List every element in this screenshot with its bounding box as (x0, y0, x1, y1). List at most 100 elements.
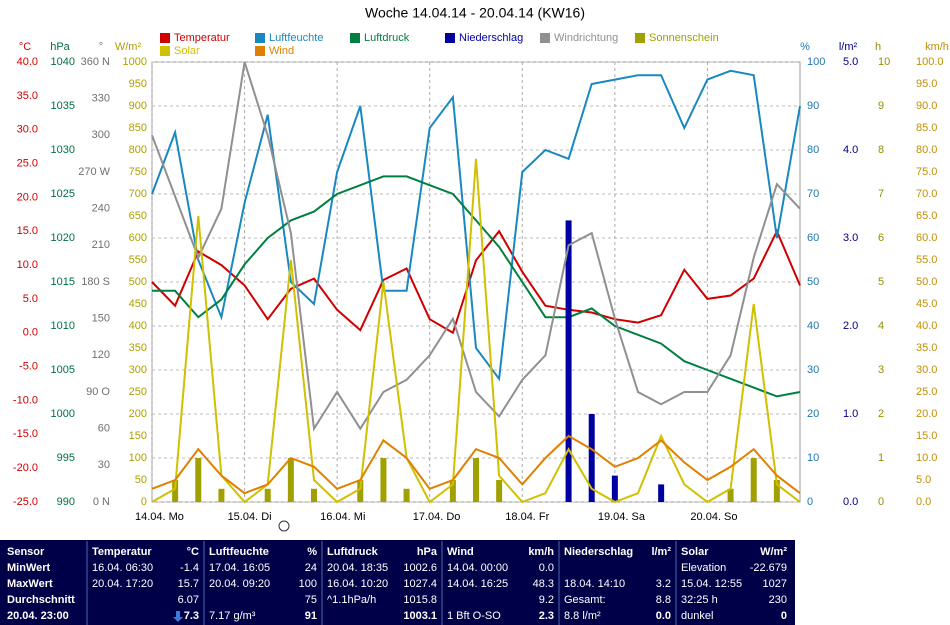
table-cell: 230 (769, 594, 787, 606)
bar (588, 414, 595, 502)
y-tick-label: 150 (129, 430, 147, 442)
y-tick-label: 650 (129, 210, 147, 222)
y-tick-label: 1035 (51, 100, 75, 112)
table-cell: 17.04. 16:05 (209, 562, 270, 574)
line (151, 61, 801, 432)
y-tick-label: 25.0 (916, 386, 937, 398)
table-cell: 14.04. 00:00 (447, 562, 508, 574)
y-tick-label: 100 (129, 452, 147, 464)
column-title: Wind (447, 546, 474, 558)
y-tick-label: 20 (807, 408, 819, 420)
y-tick-label: 250 (129, 386, 147, 398)
column-unit: km/h (528, 546, 554, 558)
y-tick-label: 10.0 (916, 452, 937, 464)
y-tick-label: 300 (129, 364, 147, 376)
y-tick-label: 15.0 (916, 430, 937, 442)
y-tick-label: 60.0 (916, 232, 937, 244)
legend-label: Wind (269, 45, 294, 57)
x-tick-label: 18.04. Fr (505, 511, 549, 523)
y-tick-label: 1015 (51, 276, 75, 288)
x-tick-label: 19.04. Sa (598, 511, 646, 523)
y-tick-label: 30.0 (916, 364, 937, 376)
bar (403, 488, 410, 502)
y-tick-label: 3.0 (843, 232, 858, 244)
axis-title: % (800, 41, 810, 53)
y-tick-label: 120 (92, 349, 110, 361)
y-tick-label: 900 (129, 100, 147, 112)
y-tick-label: 0.0 (916, 496, 931, 508)
bar (773, 480, 780, 502)
y-tick-label: 80 (807, 144, 819, 156)
table-cell: 15.7 (178, 578, 199, 590)
table-cell: 16.04. 10:20 (327, 578, 388, 590)
x-tick-label: 17.04. Do (413, 511, 461, 523)
y-tick-label: 180 S (81, 276, 110, 288)
line (151, 228, 801, 335)
table-cell: 48.3 (533, 578, 554, 590)
table-cell: 2.3 (539, 610, 554, 622)
line (151, 434, 801, 495)
table-cell: 20.04. 09:20 (209, 578, 270, 590)
y-tick-label: 270 W (78, 166, 110, 178)
y-tick-label: 50.0 (916, 276, 937, 288)
y-tick-label: 75.0 (916, 166, 937, 178)
table-cell: 91 (305, 610, 317, 622)
y-tick-label: 0 N (93, 496, 110, 508)
y-tick-label: 4.0 (843, 144, 858, 156)
legend-swatch (255, 46, 265, 56)
column-unit: °C (187, 546, 199, 558)
column-unit: W/m² (760, 546, 787, 558)
legend-label: Temperatur (174, 32, 230, 44)
legend-swatch (635, 33, 645, 43)
y-tick-label: 10.0 (17, 259, 38, 271)
column-unit: % (307, 546, 317, 558)
axis-title: l/m² (839, 41, 858, 53)
table-cell: 8.8 l/m² (564, 610, 601, 622)
y-tick-label: 30 (98, 459, 110, 471)
y-tick-label: 0 (141, 496, 147, 508)
y-tick-label: 55.0 (916, 254, 937, 266)
table-cell: 0.0 (539, 562, 554, 574)
table-cell: Gesamt: (564, 594, 606, 606)
table: Sensor MinWert MaxWert Durchschnitt 20.04. 2… (7, 541, 787, 625)
y-tick-label: 0.0 (23, 327, 38, 339)
y-tick-label: 7 (878, 188, 884, 200)
table-cell: 20.04. 18:35 (327, 562, 388, 574)
legend-label: Luftdruck (364, 32, 410, 44)
y-tick-label: 360 N (81, 56, 110, 68)
x-tick-label: 16.04. Mi (320, 511, 365, 523)
y-tick-label: 70 (807, 188, 819, 200)
y-tick-label: -5.0 (19, 361, 38, 373)
x-tick-label: 20.04. So (690, 511, 737, 523)
y-tick-label: 1030 (51, 144, 75, 156)
table-cell: 1027.4 (403, 578, 437, 590)
axis-title: ° (99, 41, 103, 53)
column-title: Luftfeuchte (209, 546, 269, 558)
bar (565, 220, 572, 502)
legend-swatch (540, 33, 550, 43)
y-tick-label: 45.0 (916, 298, 937, 310)
table-cell: 1003.1 (403, 610, 437, 622)
legend-swatch (255, 33, 265, 43)
y-tick-label: 80.0 (916, 144, 937, 156)
y-tick-label: 10 (878, 56, 890, 68)
column-title: Luftdruck (327, 546, 379, 558)
y-tick-label: 15.0 (17, 225, 38, 237)
table-cell: 20.04. 23:00 (7, 610, 69, 622)
legend-label: Windrichtung (554, 32, 618, 44)
y-tick-label: 0 (807, 496, 813, 508)
y-tick-label: 3 (878, 364, 884, 376)
y-tick-label: 85.0 (916, 122, 937, 134)
y-tick-label: 5.0 (843, 56, 858, 68)
table-cell: -1.4 (180, 562, 199, 574)
table-cell: dunkel (681, 610, 713, 622)
y-tick-label: 550 (129, 254, 147, 266)
y-tick-label: 850 (129, 122, 147, 134)
y-tick-label: 90 O (86, 386, 110, 398)
table-cell: 1027 (763, 578, 787, 590)
axis-title: °C (19, 41, 31, 53)
y-tick-label: 35.0 (17, 90, 38, 102)
y-tick-label: 0 (878, 496, 884, 508)
legend-swatch (160, 46, 170, 56)
